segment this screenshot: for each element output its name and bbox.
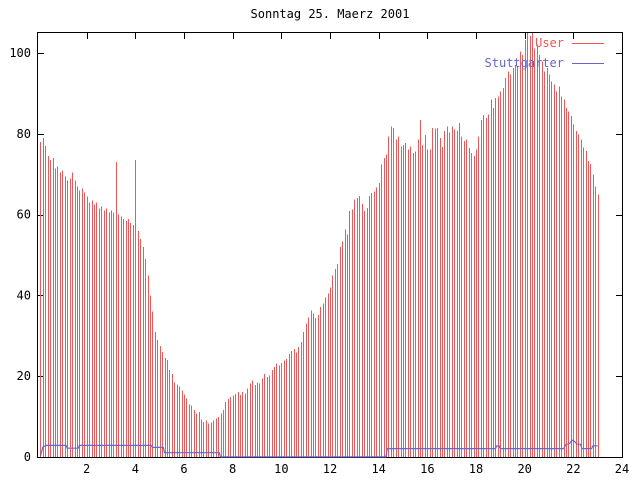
x-tick-label: 22 — [566, 462, 580, 476]
legend-label-user: User — [535, 36, 564, 50]
chart-title: Sonntag 25. Maerz 2001 — [250, 7, 410, 21]
x-tick-label: 18 — [469, 462, 483, 476]
x-tick-label: 2 — [83, 462, 90, 476]
legend-line-sample-stuttgarter — [572, 62, 604, 64]
x-tick-label: 20 — [517, 462, 531, 476]
x-tick-label: 4 — [132, 462, 139, 476]
line-series-stuttgarter — [39, 439, 598, 458]
x-tick-label: 8 — [229, 462, 236, 476]
x-tick-label: 6 — [180, 462, 187, 476]
y-tick-label: 0 — [24, 450, 31, 464]
legend: User Stuttgarter — [485, 33, 604, 73]
legend-entry-stuttgarter: Stuttgarter — [485, 53, 604, 73]
x-tick-label: 24 — [615, 462, 629, 476]
bar-series-user — [40, 33, 599, 457]
x-tick-label: 12 — [323, 462, 337, 476]
y-tick-label: 20 — [17, 369, 31, 383]
y-tick-label: 60 — [17, 208, 31, 222]
y-tick-label: 100 — [9, 46, 31, 60]
y-tick-label: 40 — [17, 288, 31, 302]
x-tick-label: 16 — [420, 462, 434, 476]
y-tick-label: 80 — [17, 127, 31, 141]
x-tick-label: 14 — [371, 462, 385, 476]
legend-label-stuttgarter: Stuttgarter — [484, 56, 564, 70]
legend-line-sample-user — [572, 42, 604, 44]
legend-entry-user: User — [485, 33, 604, 53]
x-tick-label: 10 — [274, 462, 288, 476]
